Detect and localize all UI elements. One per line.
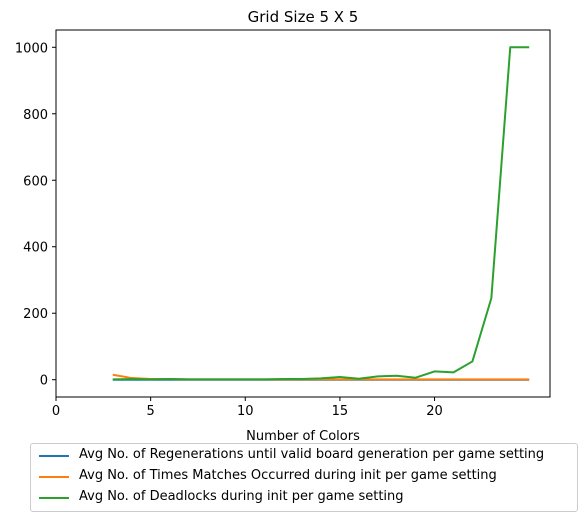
y-tick-label: 0 xyxy=(40,374,48,389)
y-tick-label: 200 xyxy=(23,307,48,322)
y-axis-ticks: 0 200 400 600 800 1000 xyxy=(15,41,56,389)
legend-item-deadlocks: Avg No. of Deadlocks during init per gam… xyxy=(31,488,577,508)
legend-swatch-deadlocks xyxy=(39,497,69,499)
y-tick-label: 1000 xyxy=(15,41,48,56)
legend: Avg No. of Regenerations until valid boa… xyxy=(30,443,578,512)
legend-swatch-matches xyxy=(39,476,69,478)
x-tick-label: 15 xyxy=(332,404,349,419)
chart-title: Grid Size 5 X 5 xyxy=(248,8,359,26)
legend-label-regenerations: Avg No. of Regenerations until valid boa… xyxy=(79,447,545,462)
y-tick-label: 600 xyxy=(23,174,48,189)
legend-label-matches: Avg No. of Times Matches Occurred during… xyxy=(79,468,497,483)
x-axis-ticks: 0 5 10 15 20 xyxy=(52,397,443,419)
legend-label-deadlocks: Avg No. of Deadlocks during init per gam… xyxy=(79,489,404,504)
x-tick-label: 0 xyxy=(52,404,60,419)
legend-item-matches: Avg No. of Times Matches Occurred during… xyxy=(31,467,577,487)
x-tick-label: 20 xyxy=(426,404,443,419)
y-tick-label: 400 xyxy=(23,241,48,256)
series-line-deadlocks xyxy=(112,46,530,381)
plot-lines xyxy=(112,46,530,381)
x-tick-label: 10 xyxy=(237,404,254,419)
legend-swatch-regenerations xyxy=(39,455,69,457)
x-tick-label: 5 xyxy=(146,404,154,419)
y-tick-label: 800 xyxy=(23,108,48,123)
legend-item-regenerations: Avg No. of Regenerations until valid boa… xyxy=(31,446,577,466)
x-axis-label: Number of Colors xyxy=(246,429,360,444)
plot-frame xyxy=(55,29,551,398)
